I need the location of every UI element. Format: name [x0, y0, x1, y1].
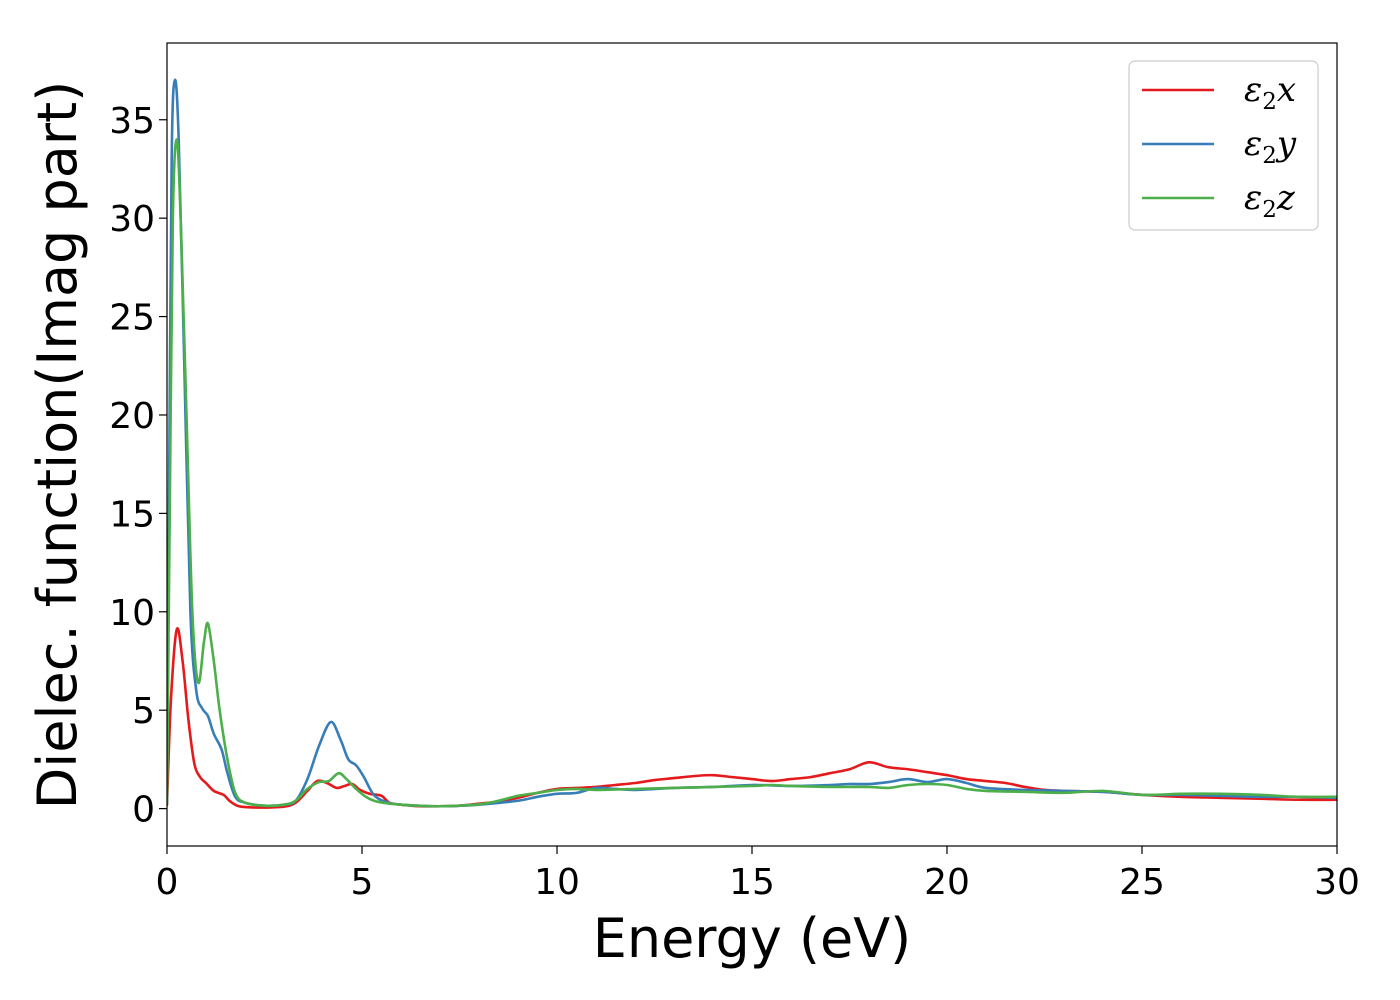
- x-tick-label: 30: [1314, 862, 1360, 903]
- x-tick-label: 0: [156, 862, 179, 903]
- y-tick-label: 20: [109, 396, 155, 437]
- x-tick-label: 20: [924, 862, 970, 903]
- y-tick-label: 35: [109, 101, 155, 142]
- y-tick-label: 25: [109, 298, 155, 339]
- y-tick-label: 30: [109, 199, 155, 240]
- y-tick-label: 0: [132, 790, 155, 831]
- legend-label-z: ε2z: [1244, 178, 1296, 223]
- legend-label-y: ε2y: [1244, 124, 1297, 169]
- legend-box: [1128, 60, 1319, 231]
- x-tick-label: 15: [729, 862, 775, 903]
- x-tick-label: 5: [351, 862, 374, 903]
- y-axis-title: Dielec. function(Imag part): [26, 81, 89, 810]
- y-tick-label: 15: [109, 494, 155, 535]
- series-layer: [167, 78, 1337, 809]
- y-tick-label: 10: [109, 593, 155, 634]
- x-tick-label: 10: [534, 862, 580, 903]
- legend-label-x: ε2x: [1244, 70, 1296, 115]
- y-tick-label: 5: [132, 691, 155, 732]
- x-axis-title: Energy (eV): [593, 907, 912, 970]
- y-axis-ticks: 0 5 10 15 20 25 30 35: [109, 101, 167, 831]
- legend: ε2x ε2y ε2z: [1128, 60, 1319, 231]
- series-line-z: [167, 138, 1337, 808]
- x-axis-ticks: 0 5 10 15 20 25 30: [156, 846, 1360, 903]
- x-tick-label: 25: [1119, 862, 1165, 903]
